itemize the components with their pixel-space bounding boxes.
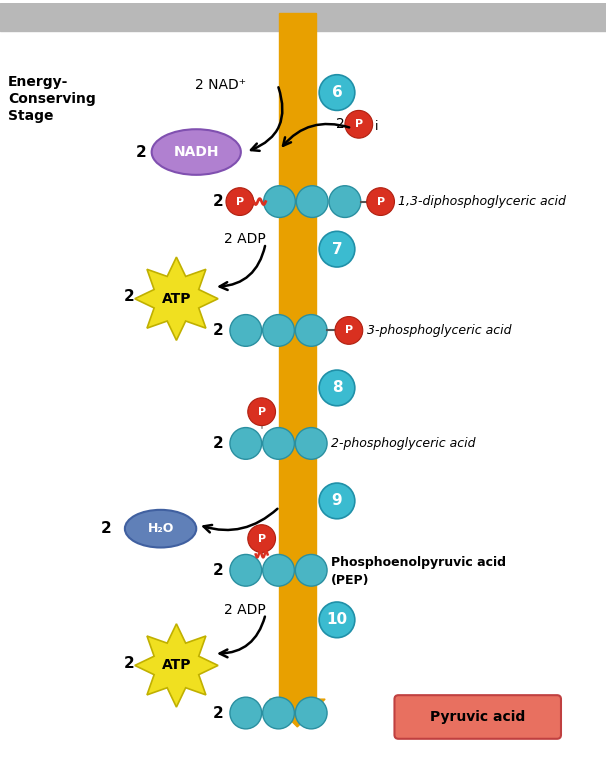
- Text: (PEP): (PEP): [331, 574, 370, 587]
- Bar: [279, 13, 316, 699]
- Polygon shape: [269, 699, 325, 727]
- Bar: [0, 3, 606, 31]
- Circle shape: [319, 483, 355, 519]
- Text: 2: 2: [213, 194, 224, 209]
- Circle shape: [263, 315, 295, 347]
- Circle shape: [263, 697, 295, 729]
- Text: H₂O: H₂O: [147, 522, 174, 535]
- Text: i: i: [375, 120, 378, 133]
- Circle shape: [319, 370, 355, 406]
- Circle shape: [263, 185, 295, 217]
- Circle shape: [248, 397, 276, 426]
- Text: NADH: NADH: [174, 145, 219, 159]
- Text: 2 ADP: 2 ADP: [224, 603, 266, 617]
- Circle shape: [230, 555, 262, 586]
- Text: 2: 2: [213, 436, 224, 451]
- Circle shape: [230, 315, 262, 347]
- Text: 2: 2: [213, 563, 224, 578]
- FancyArrowPatch shape: [283, 124, 349, 146]
- Circle shape: [263, 555, 295, 586]
- Text: 10: 10: [326, 613, 348, 627]
- Text: 2 ADP: 2 ADP: [224, 233, 266, 246]
- Circle shape: [319, 231, 355, 267]
- Text: P: P: [258, 534, 266, 543]
- Circle shape: [319, 74, 355, 110]
- Text: 2-phosphoglyceric acid: 2-phosphoglyceric acid: [331, 437, 475, 450]
- FancyArrowPatch shape: [251, 87, 282, 150]
- Text: 2: 2: [124, 656, 135, 671]
- FancyBboxPatch shape: [395, 695, 561, 739]
- Circle shape: [329, 185, 360, 217]
- Text: 3-phosphoglyceric acid: 3-phosphoglyceric acid: [367, 324, 511, 337]
- Polygon shape: [135, 624, 218, 707]
- Circle shape: [230, 697, 262, 729]
- Text: 2: 2: [124, 290, 135, 304]
- Text: 2 NAD⁺: 2 NAD⁺: [195, 78, 246, 92]
- FancyArrowPatch shape: [203, 508, 277, 533]
- Text: 1,3-diphosphoglyceric acid: 1,3-diphosphoglyceric acid: [398, 195, 566, 208]
- Text: P: P: [258, 407, 266, 416]
- Text: 2: 2: [100, 521, 111, 536]
- Text: 2: 2: [213, 705, 224, 720]
- Text: P: P: [236, 197, 244, 207]
- Ellipse shape: [125, 510, 196, 547]
- Circle shape: [230, 428, 262, 459]
- Text: 8: 8: [332, 381, 342, 395]
- Circle shape: [295, 428, 327, 459]
- Ellipse shape: [152, 129, 241, 175]
- FancyArrowPatch shape: [220, 616, 265, 657]
- Text: P: P: [355, 119, 363, 129]
- Text: Pyruvic acid: Pyruvic acid: [430, 710, 525, 724]
- Circle shape: [319, 602, 355, 638]
- Polygon shape: [135, 257, 218, 340]
- Text: 9: 9: [332, 493, 342, 508]
- FancyArrowPatch shape: [219, 246, 265, 290]
- Text: Energy-
Conserving
Stage: Energy- Conserving Stage: [8, 74, 96, 123]
- Circle shape: [367, 188, 395, 216]
- Text: P: P: [345, 325, 353, 335]
- Circle shape: [226, 188, 254, 216]
- Text: 6: 6: [332, 85, 342, 100]
- Text: 2: 2: [136, 144, 147, 160]
- Circle shape: [295, 555, 327, 586]
- Text: ATP: ATP: [162, 292, 191, 306]
- Text: 2: 2: [213, 323, 224, 338]
- Circle shape: [296, 185, 328, 217]
- Circle shape: [345, 110, 373, 138]
- Circle shape: [295, 697, 327, 729]
- Text: Phosphoenolpyruvic acid: Phosphoenolpyruvic acid: [331, 556, 506, 569]
- Text: 7: 7: [332, 242, 342, 257]
- Text: P: P: [376, 197, 385, 207]
- Circle shape: [248, 524, 276, 553]
- Text: ATP: ATP: [162, 658, 191, 673]
- Circle shape: [295, 315, 327, 347]
- Circle shape: [335, 317, 363, 344]
- Circle shape: [263, 428, 295, 459]
- Text: 2: 2: [336, 117, 345, 131]
